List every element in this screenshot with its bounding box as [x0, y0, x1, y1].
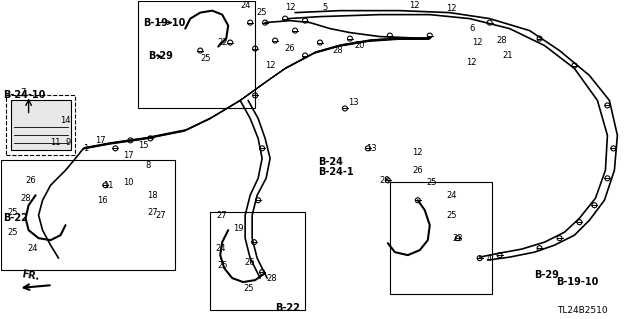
Text: 23: 23 [452, 234, 463, 243]
Text: 25: 25 [8, 208, 18, 217]
Text: 25: 25 [243, 284, 253, 293]
Text: 18: 18 [147, 191, 157, 200]
Text: 27: 27 [147, 208, 157, 217]
Bar [138, 1, 255, 108]
Text: 14: 14 [60, 116, 71, 125]
Text: B-29: B-29 [534, 270, 559, 280]
Text: 1: 1 [83, 144, 88, 153]
Text: B-24: B-24 [318, 157, 343, 167]
Text: 26: 26 [413, 166, 423, 175]
Text: 27: 27 [217, 211, 227, 220]
Text: 16: 16 [97, 196, 108, 205]
Text: 22: 22 [217, 38, 227, 47]
Text: 28: 28 [496, 36, 507, 45]
Text: 12: 12 [447, 4, 457, 13]
Text: 13: 13 [367, 144, 377, 153]
Text: 25: 25 [426, 178, 437, 187]
Text: 24: 24 [240, 1, 250, 10]
Text: 28: 28 [267, 274, 277, 283]
Text: 28: 28 [333, 46, 343, 55]
Text: 25: 25 [257, 8, 268, 17]
Text: 11: 11 [103, 181, 114, 190]
Bar [210, 212, 305, 310]
Text: 26: 26 [245, 258, 255, 267]
Bar [6, 95, 76, 155]
Text: 28: 28 [20, 194, 31, 203]
Text: B-22: B-22 [275, 303, 300, 313]
Text: 4: 4 [487, 254, 492, 263]
Text: FR.: FR. [21, 269, 40, 282]
Text: 12: 12 [410, 1, 420, 10]
Text: B-19-10: B-19-10 [557, 277, 599, 287]
Bar [1, 160, 175, 270]
Text: 15: 15 [138, 141, 148, 150]
Text: 25: 25 [8, 228, 18, 237]
Text: 24: 24 [215, 244, 225, 253]
Text: 17: 17 [123, 151, 134, 160]
Text: 12: 12 [413, 148, 423, 157]
Text: B-24-10: B-24-10 [3, 91, 45, 100]
Text: 13: 13 [348, 98, 358, 107]
Text: 12: 12 [285, 3, 295, 12]
Text: 26: 26 [25, 176, 36, 185]
Text: 24: 24 [28, 244, 38, 253]
Text: 25: 25 [200, 54, 211, 63]
Text: TL24B2510: TL24B2510 [557, 306, 607, 315]
Bar [11, 100, 70, 150]
Text: 21: 21 [502, 51, 513, 60]
Text: 28: 28 [380, 176, 390, 185]
Text: 12: 12 [467, 58, 477, 67]
Text: 5: 5 [323, 3, 328, 12]
Text: 10: 10 [123, 178, 134, 187]
Text: 19: 19 [233, 224, 243, 233]
Text: B-22: B-22 [3, 213, 28, 223]
Text: 9: 9 [66, 138, 71, 147]
Text: B-29: B-29 [148, 50, 173, 61]
Text: 8: 8 [146, 161, 151, 170]
Text: 25: 25 [217, 261, 227, 270]
Text: 6: 6 [469, 24, 474, 33]
Text: 24: 24 [447, 191, 457, 200]
Text: 7: 7 [20, 88, 26, 97]
Text: 27: 27 [155, 211, 166, 220]
Text: B-24-1: B-24-1 [318, 167, 354, 177]
Text: 11: 11 [51, 138, 61, 147]
Text: 26: 26 [285, 44, 296, 53]
Bar [390, 182, 492, 294]
Text: 25: 25 [447, 211, 457, 220]
Text: 12: 12 [265, 61, 275, 70]
Text: 17: 17 [95, 136, 106, 145]
Text: 20: 20 [355, 41, 365, 50]
Text: 12: 12 [472, 38, 483, 47]
Text: B-19-10: B-19-10 [143, 18, 186, 28]
